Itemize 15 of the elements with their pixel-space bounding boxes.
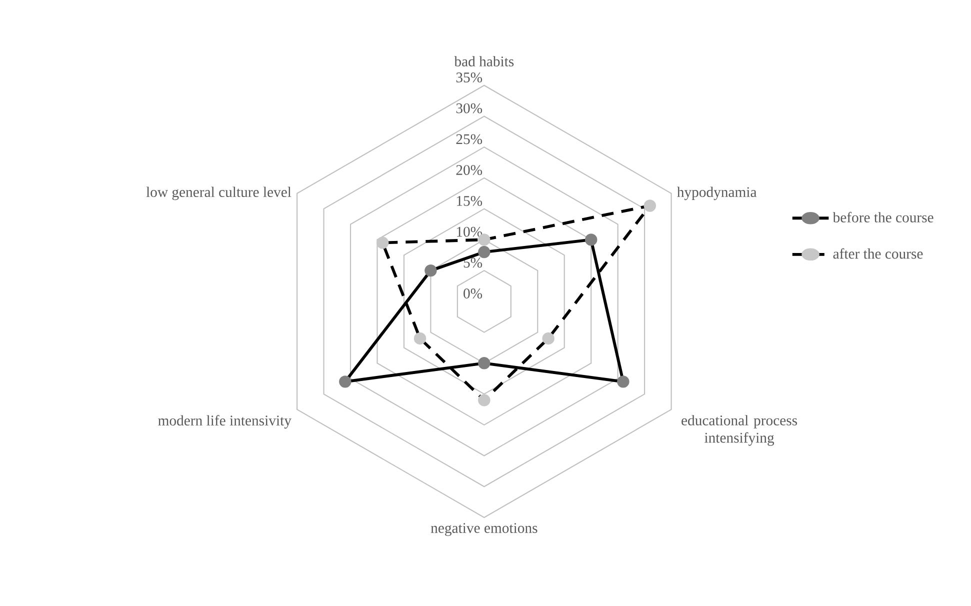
spoke-label: low general culture level [146,186,292,200]
y-tick-label: 30% [456,104,482,114]
spoke-label: educational process intensifying [682,415,798,446]
y-tick-label: 35% [456,72,482,83]
y-tick-label: 15% [456,196,482,206]
y-tick-label: 0% [464,288,482,299]
legend-label: before the course [832,212,934,223]
spoke-label: bad habits [454,56,514,67]
spoke-label: negative emotions [430,523,538,536]
spoke-label: modern life intensivity [158,415,292,429]
y-tick-label: 25% [456,134,482,144]
legend-label: after the course [833,248,923,259]
y-tick-label: 20% [456,165,482,176]
spoke-label: hypodynamia [677,186,757,200]
y-tick-label: 10% [456,227,482,237]
